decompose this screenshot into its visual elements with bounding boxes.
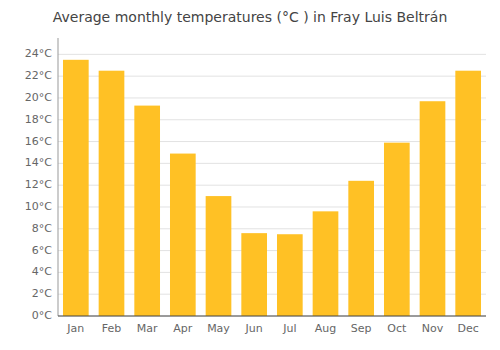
x-tick-label: Aug	[315, 322, 336, 335]
y-tick-labels: 0°C 2°C 4°C 6°C 8°C 10°C 12°C 14°C 16°C 18°C 20°C 2…	[25, 47, 52, 322]
x-tick-label: Sep	[351, 322, 372, 335]
x-tick-label: Dec	[458, 322, 479, 335]
bar	[206, 196, 232, 316]
bar	[170, 154, 196, 316]
y-tick-label: 14°C	[25, 156, 52, 169]
chart: 0°C 2°C 4°C 6°C 8°C 10°C 12°C 14°C 16°C 18°C 20°C 2…	[0, 0, 500, 350]
bar	[277, 234, 303, 316]
bar	[348, 181, 374, 316]
x-tick-label: Oct	[387, 322, 407, 335]
bars	[63, 60, 481, 316]
x-tick-label: Jun	[245, 322, 263, 335]
y-tick-label: 4°C	[32, 265, 52, 278]
y-axis-line	[58, 38, 59, 316]
y-grid	[58, 54, 486, 316]
bar	[134, 106, 160, 316]
grid-line	[58, 316, 486, 317]
y-tick-label: 18°C	[25, 113, 52, 126]
y-tick-label: 6°C	[32, 244, 52, 257]
y-tick-label: 20°C	[25, 91, 52, 104]
x-tick-labels: Jan Feb Mar Apr May Jun Jul Aug Sep Oct Nov Dec	[66, 322, 478, 335]
bar	[420, 101, 446, 316]
bar	[455, 71, 481, 316]
y-tick-label: 8°C	[32, 222, 52, 235]
y-tick-label: 16°C	[25, 135, 52, 148]
x-tick-label: May	[207, 322, 230, 335]
x-tick-label: Mar	[137, 322, 158, 335]
bar	[241, 233, 267, 316]
chart-container: 0°C 2°C 4°C 6°C 8°C 10°C 12°C 14°C 16°C 18°C 20°C 2…	[0, 0, 500, 350]
x-axis-line	[58, 316, 486, 317]
bar	[99, 71, 125, 316]
y-tick-label: 0°C	[32, 309, 52, 322]
x-tick-label: Nov	[422, 322, 444, 335]
title: Average monthly temperatures (°C ) in Fr…	[53, 9, 448, 25]
y-tick-label: 12°C	[25, 178, 52, 191]
bar	[313, 211, 339, 316]
x-tick-label: Jul	[282, 322, 296, 335]
x-tick-label: Apr	[173, 322, 193, 335]
y-tick-label: 22°C	[25, 69, 52, 82]
x-tick-label: Jan	[66, 322, 84, 335]
y-tick-label: 10°C	[25, 200, 52, 213]
bar	[63, 60, 89, 316]
y-tick-label: 24°C	[25, 47, 52, 60]
bar	[384, 143, 410, 316]
y-tick-label: 2°C	[32, 287, 52, 300]
grid-line	[58, 54, 486, 55]
x-tick-label: Feb	[102, 322, 121, 335]
